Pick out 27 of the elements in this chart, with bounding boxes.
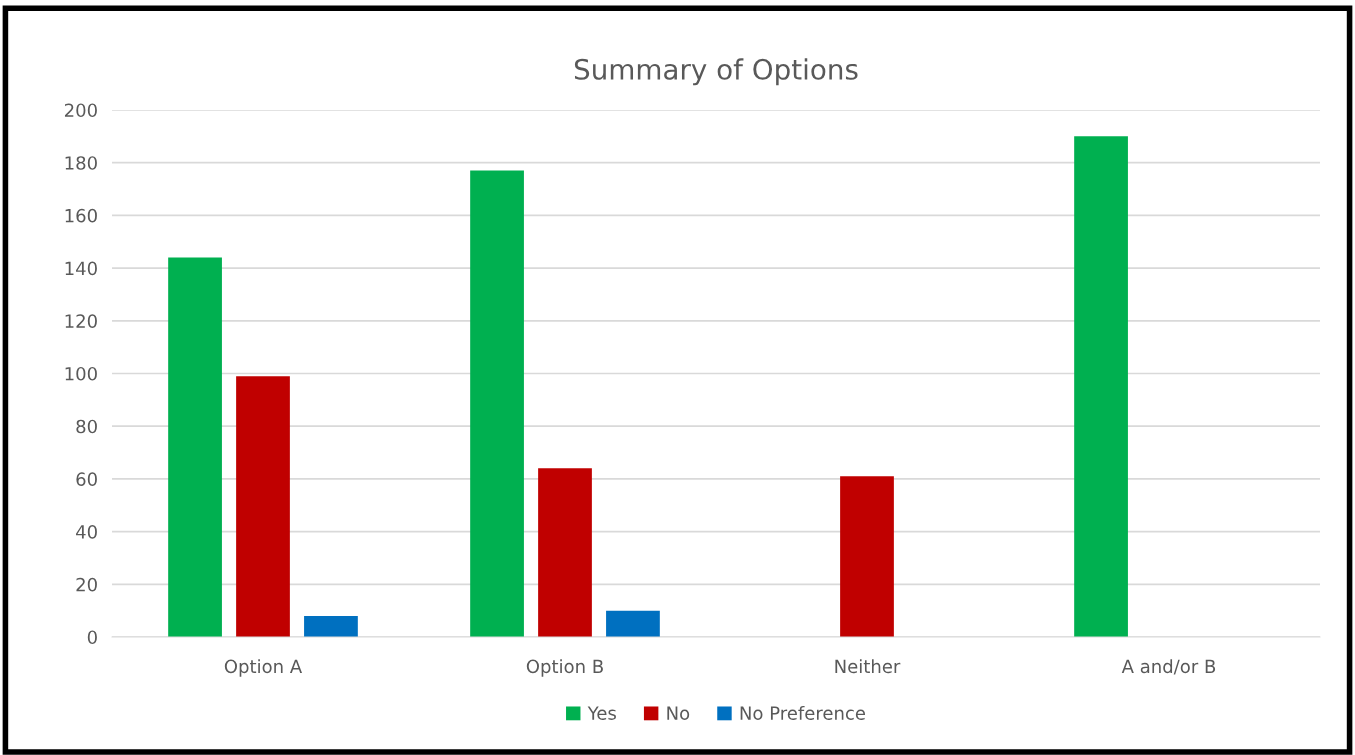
y-tick-label: 40 <box>76 525 97 539</box>
chart-title: Summary of Options <box>574 58 858 86</box>
y-tick-label: 100 <box>65 366 97 381</box>
y-tick-label: 80 <box>76 419 97 434</box>
y-tick-label: 60 <box>76 472 97 487</box>
legend-label: No <box>667 706 690 720</box>
y-tick-label: 160 <box>65 208 97 223</box>
y-tick-label: 180 <box>65 156 97 170</box>
legend-label: Yes <box>587 706 616 720</box>
legend-label: No Preference <box>740 705 865 720</box>
x-tick-label: Option A <box>224 659 303 677</box>
bar <box>1074 136 1128 637</box>
bar <box>538 468 592 637</box>
bar <box>840 476 894 637</box>
bar <box>236 376 290 637</box>
bar <box>168 257 222 637</box>
x-tick-label: Neither <box>835 659 901 674</box>
y-tick-label: 140 <box>65 261 97 276</box>
x-tick-label: Option B <box>526 659 603 677</box>
x-tick-label: A and/or B <box>1121 659 1216 675</box>
bar <box>606 610 660 637</box>
bar <box>470 170 524 637</box>
y-tick-label: 0 <box>87 630 97 645</box>
y-tick-label: 120 <box>65 314 97 328</box>
y-tick-label: 20 <box>76 577 97 592</box>
y-tick-label: 200 <box>64 103 97 118</box>
bar <box>304 615 358 637</box>
